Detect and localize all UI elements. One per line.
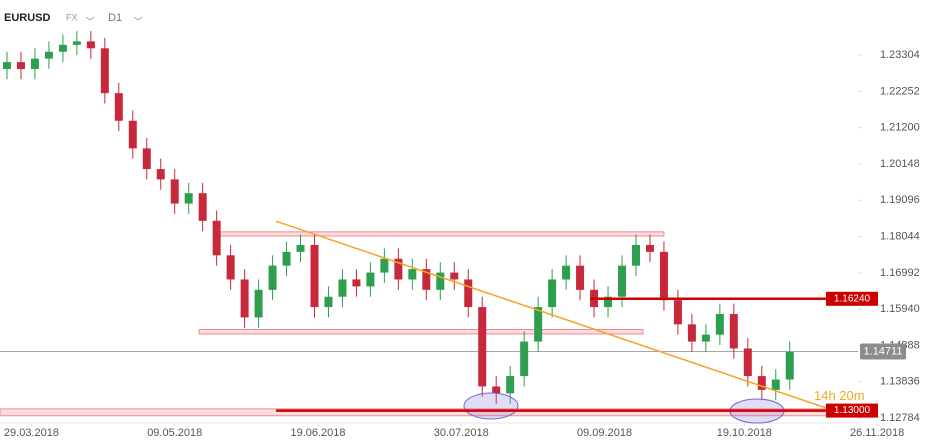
candle-body	[715, 313, 724, 335]
candle-body	[198, 193, 207, 221]
candle-body	[618, 265, 627, 297]
y-tick-label: 1.23304	[880, 49, 920, 61]
y-tick-label: 1.16992	[880, 267, 920, 279]
candle-body	[338, 279, 347, 297]
level-tag	[826, 403, 878, 418]
candle-body	[156, 169, 165, 180]
zone	[198, 328, 644, 335]
market[interactable]: FX	[66, 12, 78, 22]
y-tick-label: 1.15940	[880, 303, 920, 315]
candle-body	[324, 296, 333, 308]
y-tick-label: 1.22252	[880, 85, 920, 97]
candle-body	[268, 265, 277, 290]
x-tick-label: 09.09.2018	[577, 427, 632, 439]
candle-body	[548, 279, 557, 308]
candle-body	[464, 279, 473, 308]
candle-body	[142, 148, 151, 170]
y-tick-label: 1.18044	[880, 230, 920, 242]
candle-body	[240, 279, 249, 318]
symbol: EURUSD	[4, 12, 51, 24]
candle-body	[16, 62, 25, 70]
candle-body	[226, 255, 235, 280]
x-tick-label: 29.03.2018	[4, 427, 59, 439]
candle-body	[394, 258, 403, 280]
candle-body	[562, 265, 571, 280]
countdown: 14h 20m	[814, 388, 865, 403]
candle-body	[296, 244, 305, 252]
candle-body	[757, 376, 766, 390]
plot-area: 1.23304 1.22252 1.21200 1.20148 1.19096 1.180…	[0, 31, 920, 439]
timeframe[interactable]: D1	[108, 12, 122, 24]
candle-body	[659, 251, 668, 301]
candle-body	[701, 334, 710, 342]
candle-body	[520, 341, 529, 377]
dropdown-arrow[interactable]	[133, 16, 143, 21]
trendline	[275, 220, 832, 411]
y-tick-label: 1.19096	[880, 194, 920, 206]
y-tick-label: 1.20148	[880, 158, 920, 170]
candle-body	[128, 120, 137, 149]
candle-body	[58, 44, 67, 52]
candle-body	[771, 379, 780, 390]
candle-body	[310, 244, 319, 308]
x-tick-label: 26.11.2018	[850, 427, 904, 439]
current-price-tag	[860, 343, 906, 360]
candle-body	[631, 244, 640, 266]
candle-body	[184, 193, 193, 204]
level-label: 1.13000	[834, 405, 871, 416]
candle-body	[282, 251, 291, 266]
candle-body	[785, 351, 794, 380]
candle-body	[436, 272, 445, 290]
candle-body	[254, 289, 263, 318]
x-tick-label: 09.05.2018	[147, 427, 202, 439]
candle-body	[408, 269, 417, 280]
candle-body	[44, 51, 53, 59]
candle-body	[729, 313, 738, 349]
x-tick-label: 19.06.2018	[290, 427, 345, 439]
candle-body	[478, 307, 487, 387]
candle-body	[72, 41, 81, 45]
level-tag	[826, 291, 878, 306]
dropdown-arrow[interactable]	[85, 16, 95, 21]
y-tick-label: 1.12784	[880, 412, 920, 424]
candle-body	[506, 376, 515, 394]
candle-body	[576, 265, 585, 290]
candle-body	[534, 307, 543, 342]
candle-body	[492, 386, 501, 394]
zone	[219, 231, 665, 237]
y-tick-label: 1.21200	[880, 122, 920, 134]
candle-body	[604, 296, 613, 308]
candle-body	[86, 41, 95, 49]
candle-body	[645, 244, 654, 252]
highlight-ellipse	[463, 392, 519, 420]
candle-body	[212, 220, 221, 256]
candle-body	[743, 348, 752, 377]
candle-body	[673, 300, 682, 325]
candle-body	[352, 279, 361, 287]
candle-body	[422, 269, 431, 290]
candle-body	[380, 258, 389, 273]
candle-body	[450, 272, 459, 280]
candle-body	[30, 58, 39, 70]
current-price-label: 1.14711	[864, 345, 903, 357]
x-tick-label: 19.10.2018	[717, 427, 772, 439]
candle-body	[687, 324, 696, 342]
candle-body	[366, 272, 375, 287]
candle-body	[100, 48, 109, 94]
overlay: 1.16240 1.13000 1.14711 14h 20m	[275, 220, 906, 418]
level-label: 1.16240	[834, 293, 871, 304]
candle-body	[170, 179, 179, 204]
candle-body	[114, 93, 123, 121]
x-tick-label: 30.07.2018	[434, 427, 489, 439]
y-tick-label: 1.13836	[880, 376, 920, 388]
candle-body	[2, 62, 11, 70]
